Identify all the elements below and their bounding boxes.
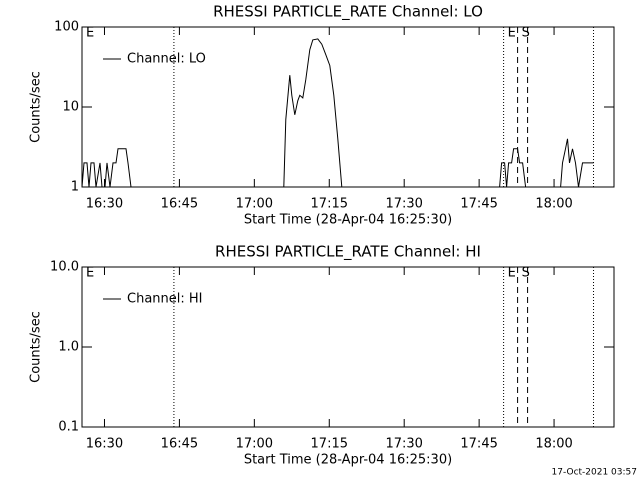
legend-label: Channel: HI bbox=[127, 292, 203, 307]
y-tick-label: 1.0 bbox=[58, 340, 79, 355]
y-tick-label: 10 bbox=[62, 100, 79, 115]
chart-title: RHESSI PARTICLE_RATE Channel: LO bbox=[213, 3, 483, 22]
x-tick-label: 16:30 bbox=[86, 437, 123, 452]
legend-label: Channel: LO bbox=[127, 52, 206, 67]
x-tick-label: 18:00 bbox=[535, 437, 572, 452]
x-axis-label: Start Time (28-Apr-04 16:25:30) bbox=[244, 213, 452, 228]
y-axis-label: Counts/sec bbox=[29, 311, 44, 383]
x-tick-label: 17:15 bbox=[311, 437, 348, 452]
x-tick-label: 16:45 bbox=[161, 437, 198, 452]
x-tick-label: 16:45 bbox=[161, 197, 198, 212]
marker-label: E bbox=[86, 26, 94, 41]
x-tick-label: 18:00 bbox=[535, 197, 572, 212]
marker-label: E bbox=[508, 26, 516, 41]
chart-title: RHESSI PARTICLE_RATE Channel: HI bbox=[215, 243, 481, 262]
y-tick-label: 10.0 bbox=[50, 260, 79, 275]
x-tick-label: 17:00 bbox=[236, 197, 273, 212]
x-tick-label: 17:45 bbox=[460, 437, 497, 452]
x-tick-label: 17:45 bbox=[460, 197, 497, 212]
x-tick-label: 17:30 bbox=[385, 197, 422, 212]
y-tick-label: 1 bbox=[71, 180, 79, 195]
data-line bbox=[81, 38, 594, 188]
marker-label: S bbox=[522, 26, 530, 41]
footer: 17-Oct-2021 03:57 bbox=[552, 468, 637, 478]
y-tick-label: 0.1 bbox=[58, 420, 79, 435]
y-tick-label: 100 bbox=[54, 20, 79, 35]
marker-label: E bbox=[86, 266, 94, 281]
marker-label: S bbox=[522, 266, 530, 281]
x-axis-label: Start Time (28-Apr-04 16:25:30) bbox=[244, 453, 452, 468]
x-tick-label: 16:30 bbox=[86, 197, 123, 212]
x-tick-label: 17:15 bbox=[311, 197, 348, 212]
x-tick-label: 17:30 bbox=[385, 437, 422, 452]
x-tick-label: 17:00 bbox=[236, 437, 273, 452]
y-axis-label: Counts/sec bbox=[29, 71, 44, 143]
marker-label: E bbox=[508, 266, 516, 281]
